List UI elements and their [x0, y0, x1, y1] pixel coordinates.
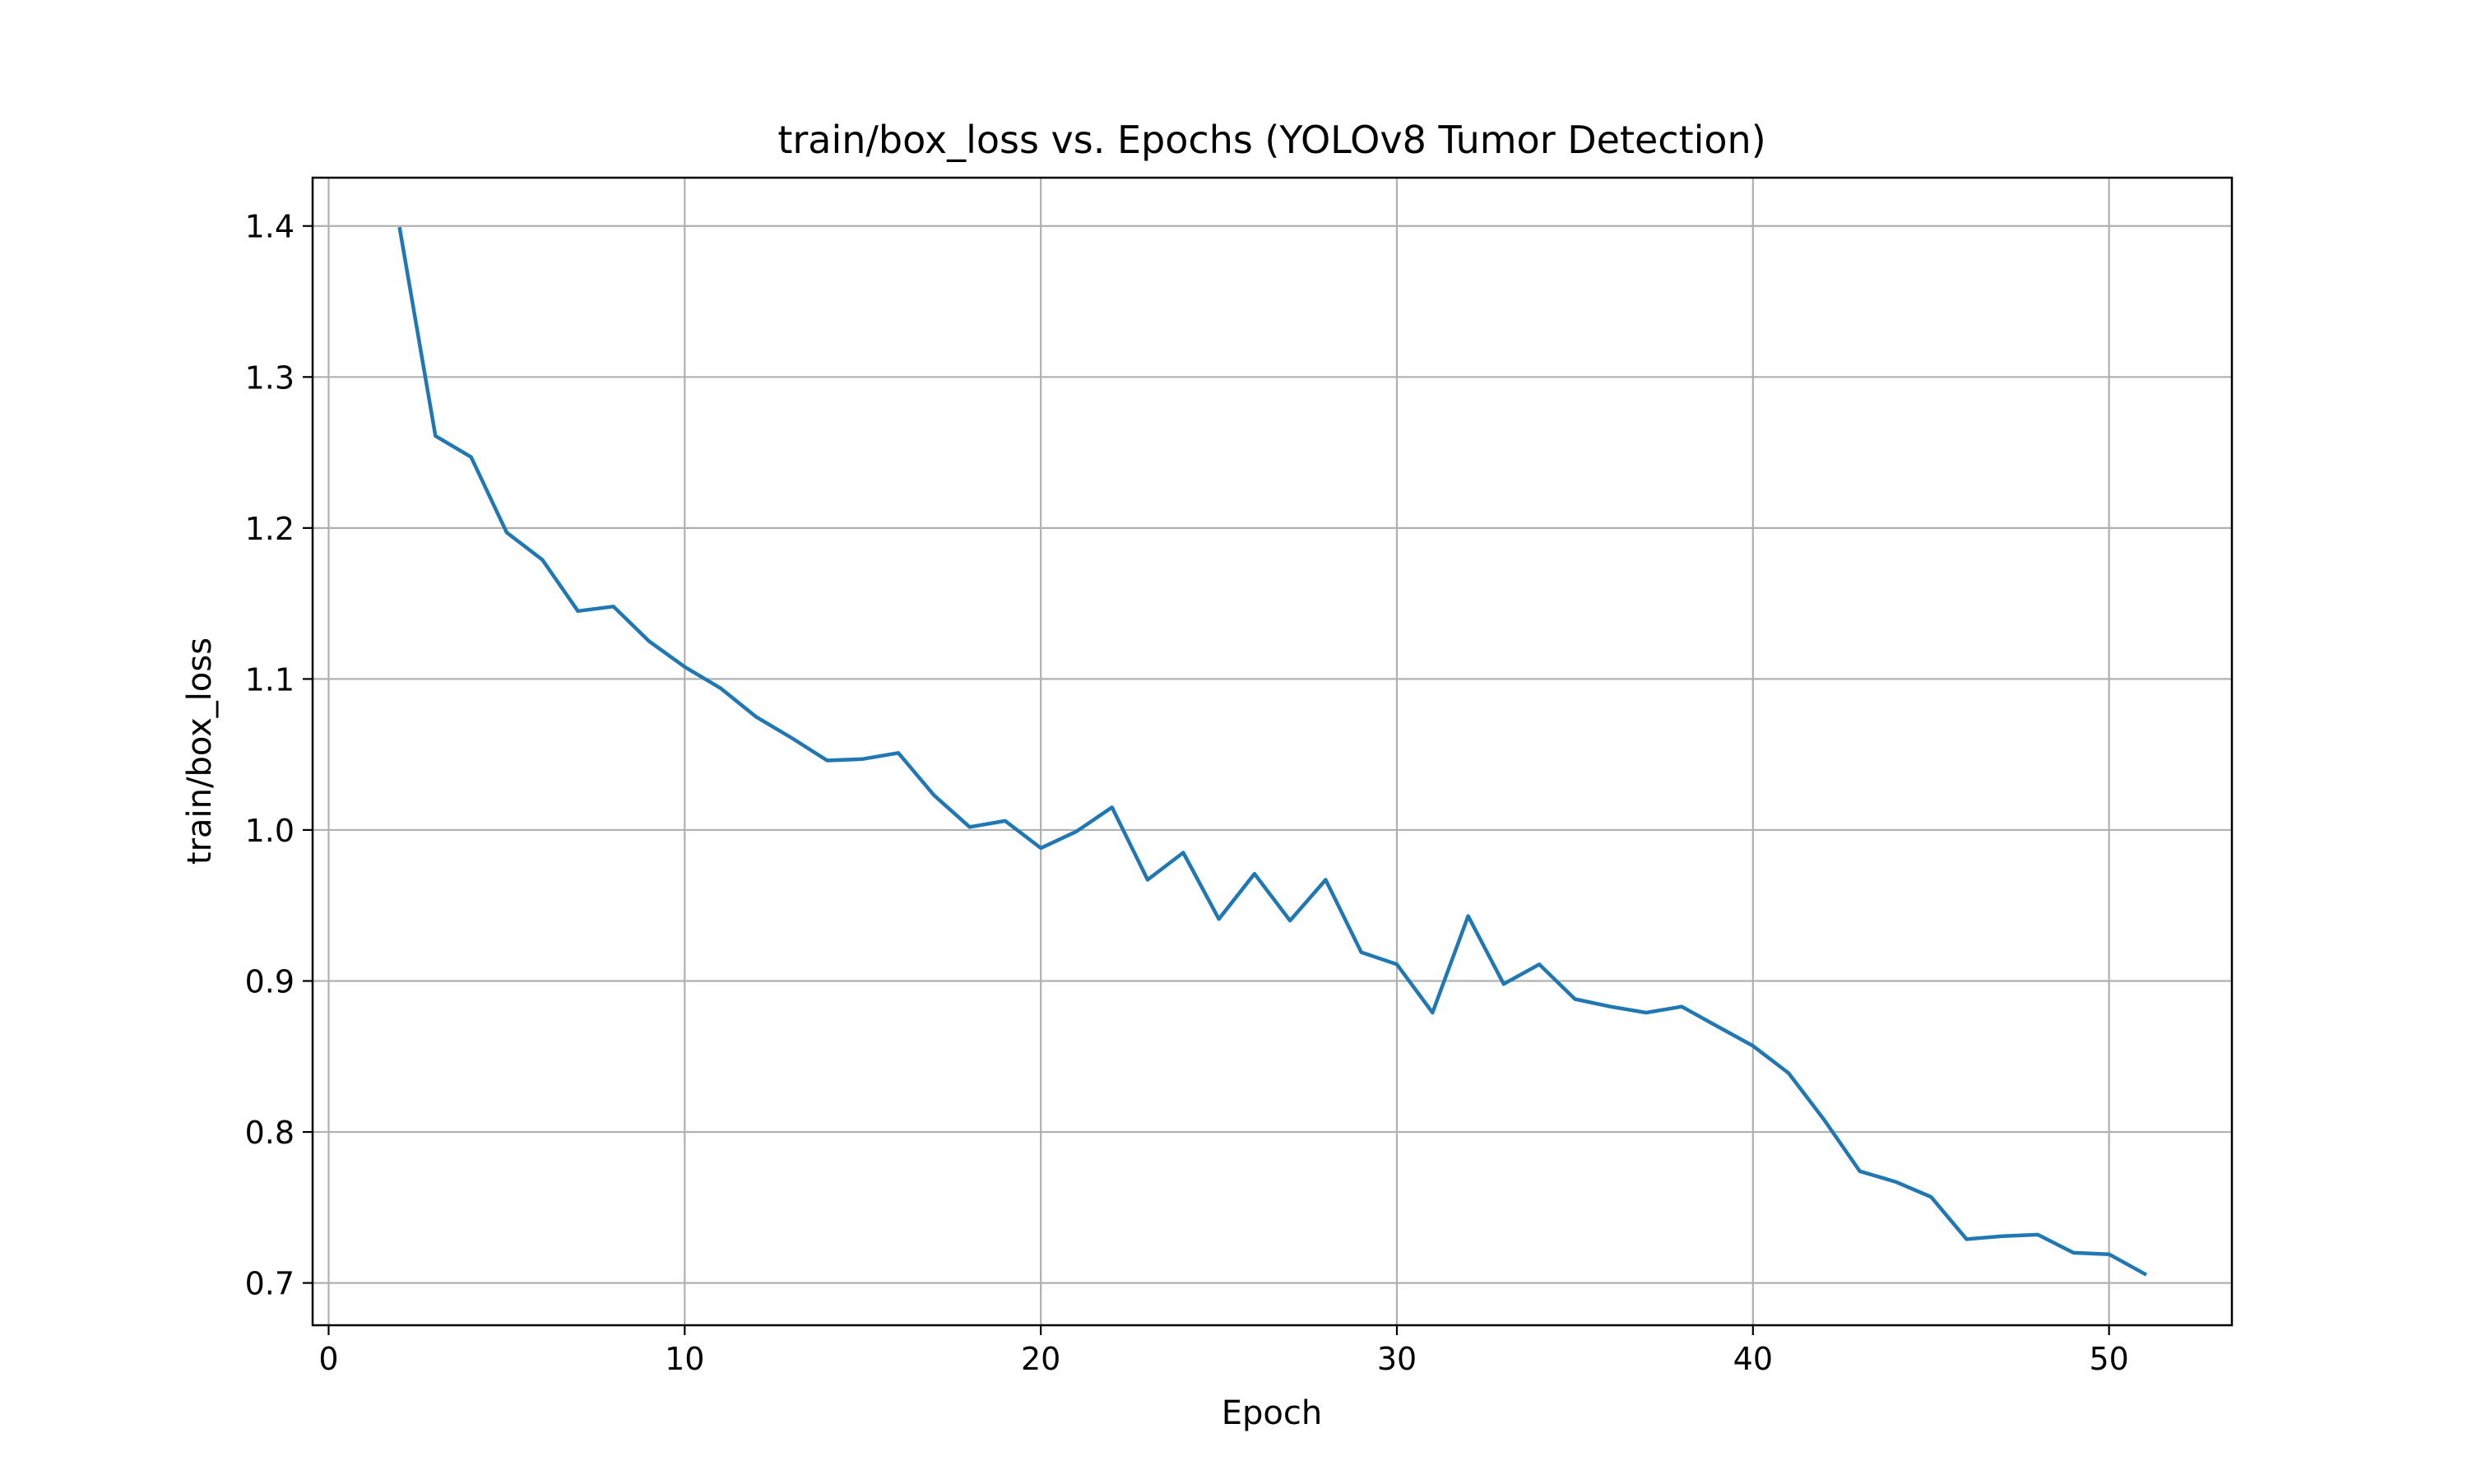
data-point [1538, 962, 1541, 966]
y-tick-label: 0.8 [245, 1115, 295, 1151]
x-axis-label: Epoch [1222, 1394, 1322, 1432]
grid-lines [313, 178, 2232, 1325]
data-point [612, 605, 615, 608]
data-point [1039, 846, 1042, 850]
y-tick-label: 1.4 [245, 209, 295, 245]
data-point [576, 610, 579, 613]
plot-frame [311, 176, 2234, 1327]
data-point [718, 686, 721, 689]
data-point [2001, 1235, 2004, 1238]
data-point [1181, 851, 1185, 854]
chart-title: train/box_loss vs. Epochs (YOLOv8 Tumor … [777, 118, 1765, 162]
axis-ticks: 0 10 20 30 40 50 0.7 0.8 0.9 1.0 1.1 1.2 1.3 1.4 [245, 209, 2129, 1377]
data-point [1146, 878, 1149, 881]
data-point [754, 715, 758, 718]
y-tick-label: 1.3 [245, 359, 295, 396]
data-point [1929, 1195, 1932, 1199]
data-point [2143, 1272, 2146, 1275]
x-tick-label: 0 [318, 1341, 338, 1377]
x-tick-label: 20 [1021, 1341, 1060, 1377]
data-point [1217, 917, 1220, 921]
data-point [897, 751, 900, 754]
data-point [2071, 1251, 2075, 1254]
data-point [861, 758, 865, 761]
data-point [1822, 1118, 1825, 1121]
x-tick-label: 50 [2089, 1341, 2128, 1377]
x-tick-label: 30 [1377, 1341, 1417, 1377]
data-point [1431, 1011, 1434, 1014]
data-point [2108, 1253, 2111, 1256]
y-tick-label: 1.0 [245, 813, 295, 849]
data-point [1680, 1005, 1683, 1009]
data-point [1609, 1005, 1612, 1009]
data-series [397, 226, 2148, 1277]
data-point [1074, 830, 1078, 833]
data-point [434, 434, 437, 438]
data-point [647, 639, 651, 642]
data-point [1787, 1071, 1790, 1074]
data-point [790, 736, 793, 740]
data-point [1751, 1044, 1755, 1047]
data-point [505, 531, 508, 534]
y-axis-label: train/box_loss [181, 638, 219, 865]
y-tick-label: 0.9 [245, 964, 295, 1000]
y-tick-label: 1.2 [245, 511, 295, 547]
data-point [1395, 962, 1399, 966]
y-tick-label: 0.7 [245, 1266, 295, 1302]
data-point [1111, 805, 1114, 809]
x-tick-label: 40 [1733, 1341, 1773, 1377]
data-point [1466, 914, 1469, 917]
data-point [398, 227, 401, 230]
data-point [1858, 1170, 1862, 1173]
data-point [1502, 982, 1505, 985]
data-point [1360, 950, 1363, 953]
series-line [397, 226, 2148, 1277]
data-point [469, 455, 472, 458]
data-point [1645, 1011, 1648, 1014]
data-point [1288, 919, 1292, 922]
data-point [967, 825, 971, 828]
data-point [1715, 1024, 1719, 1027]
data-point [1894, 1180, 1897, 1183]
x-tick-label: 10 [665, 1341, 704, 1377]
y-tick-label: 1.1 [245, 661, 295, 698]
data-point [1573, 997, 1576, 1000]
data-point [1004, 819, 1007, 823]
data-point [540, 558, 544, 561]
data-point [1965, 1237, 1968, 1241]
data-point [1253, 872, 1256, 875]
data-point [825, 758, 828, 762]
data-point [2036, 1233, 2039, 1236]
data-point [1324, 878, 1327, 881]
data-point [932, 794, 935, 797]
data-point [683, 665, 686, 669]
